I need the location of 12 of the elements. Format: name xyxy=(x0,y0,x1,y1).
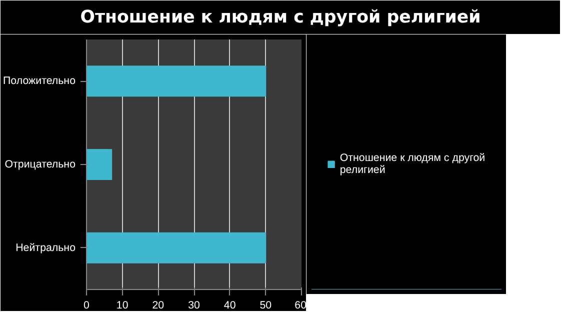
x-tick-label: 30 xyxy=(188,300,200,312)
x-tick-label: 10 xyxy=(116,300,128,312)
y-tick-label: Отрицательно xyxy=(4,158,76,170)
x-tick-label: 60 xyxy=(294,300,307,312)
y-tick-label: Положительно xyxy=(3,75,76,88)
x-tick-label: 50 xyxy=(260,300,272,312)
x-tick-label: 0 xyxy=(84,300,90,312)
chart-title: Отношение к людям с другой религией xyxy=(80,8,481,28)
x-tick-label: 20 xyxy=(152,300,164,312)
legend-label: Отношение к людям с другой религией xyxy=(340,152,486,176)
x-tick-label: 40 xyxy=(224,300,236,312)
y-tick-label: Нейтрально xyxy=(16,242,76,254)
